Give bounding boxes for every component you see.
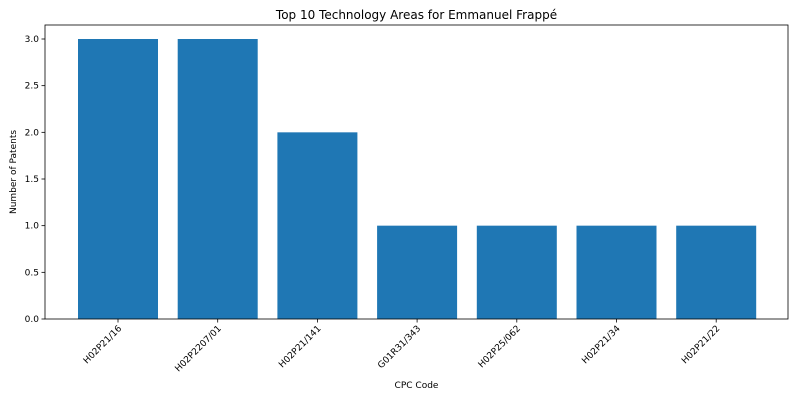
y-tick-label: 0.5 — [25, 268, 39, 278]
bars-group — [78, 39, 756, 319]
y-tick-label: 1.0 — [25, 222, 40, 232]
x-tick-label: H02P21/141 — [277, 324, 323, 370]
y-axis-label: Number of Patents — [9, 130, 19, 214]
x-tick-label: H02P21/34 — [580, 324, 622, 366]
y-axis: 0.0 0.5 1.0 1.5 2.0 2.5 3.0 — [25, 35, 45, 325]
bar-3 — [377, 226, 457, 319]
bar-4 — [477, 226, 557, 319]
x-tick-label: H02P2207/01 — [174, 324, 224, 374]
x-axis-label: CPC Code — [395, 381, 439, 391]
y-tick-label: 0.0 — [25, 315, 40, 325]
x-tick-label: H02P21/16 — [82, 324, 124, 366]
x-axis: H02P21/16 H02P2207/01 H02P21/141 G01R31/343… — [82, 319, 722, 374]
x-tick-label: H02P21/22 — [680, 324, 722, 366]
y-tick-label: 2.5 — [25, 82, 39, 92]
y-tick-label: 3.0 — [25, 35, 40, 45]
y-tick-label: 1.5 — [25, 175, 39, 185]
bar-1 — [178, 39, 258, 319]
y-tick-label: 2.0 — [25, 128, 40, 138]
x-tick-label: H02P25/062 — [477, 324, 523, 370]
x-tick-label: G01R31/343 — [376, 324, 423, 371]
chart-title: Top 10 Technology Areas for Emmanuel Fra… — [275, 8, 557, 22]
bar-6 — [676, 226, 756, 319]
bar-2 — [277, 132, 357, 319]
bar-5 — [577, 226, 657, 319]
bar-0 — [78, 39, 158, 319]
